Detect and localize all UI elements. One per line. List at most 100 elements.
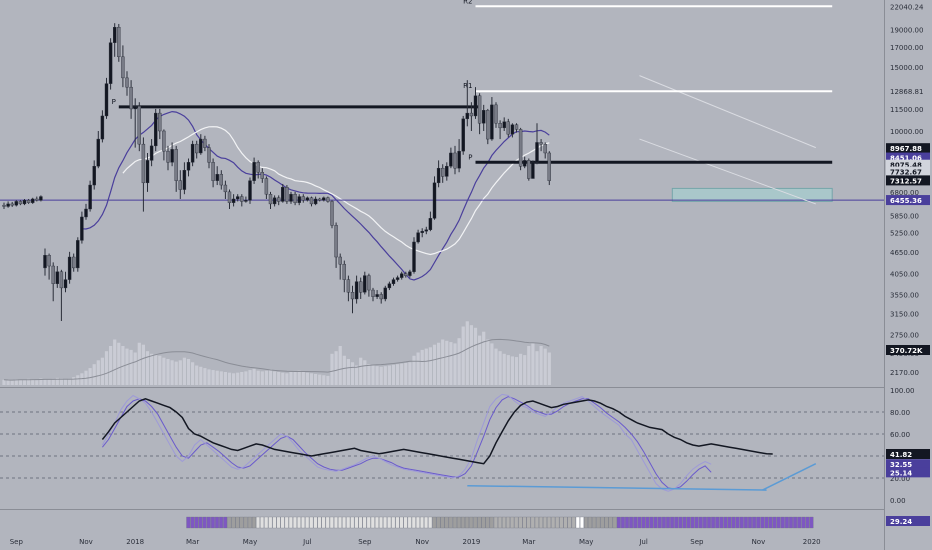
candle-body — [31, 198, 35, 203]
volume-bar — [482, 331, 486, 385]
candle-body — [166, 150, 170, 163]
candle-body — [494, 104, 498, 124]
momentum-histogram-bar — [436, 516, 441, 529]
momentum-histogram-bar — [641, 516, 646, 529]
volume-bar — [490, 343, 494, 385]
moving-average-line — [122, 126, 550, 256]
candle-body — [248, 180, 252, 201]
momentum-histogram-bar — [780, 516, 785, 529]
volume-bar — [514, 357, 519, 385]
momentum-histogram-bar — [231, 516, 236, 529]
momentum-histogram-bar — [338, 516, 342, 529]
candle-body — [43, 255, 47, 269]
volume-bar — [162, 357, 166, 385]
oscillator-badge — [886, 459, 930, 470]
candle-body — [400, 273, 404, 278]
momentum-histogram-bar — [198, 516, 203, 529]
candle-body — [449, 152, 453, 167]
momentum-histogram-bar — [670, 516, 675, 529]
volume-bar — [18, 379, 22, 385]
momentum-histogram-bar — [764, 516, 769, 529]
price-tick-label: 4050.00 — [890, 271, 919, 279]
price-highlight-badge — [886, 175, 930, 186]
volume-bar — [465, 321, 469, 385]
momentum-histogram-bar — [629, 516, 634, 529]
volume-bar — [27, 378, 31, 385]
volume-bar — [273, 371, 277, 385]
momentum-histogram-bar — [428, 516, 433, 529]
price-highlight-label: 7312.57 — [890, 177, 922, 185]
candle-body — [92, 166, 96, 186]
candle-body — [71, 256, 76, 269]
price-tick-label: 15000.00 — [890, 64, 923, 72]
volume-bar — [523, 355, 527, 385]
price-axis[interactable]: 22040.24 19000.00 17000.00 15000.00 12868.81… — [886, 3, 930, 526]
candle-body — [10, 203, 14, 206]
momentum-histogram-bar — [526, 516, 531, 529]
oscillator-layer — [0, 393, 884, 492]
volume-bar — [342, 355, 346, 385]
channel-line — [639, 138, 816, 205]
price-tick-label: 2170.00 — [890, 369, 919, 377]
momentum-histogram-bar — [551, 516, 556, 529]
candle-body — [404, 273, 408, 276]
momentum-histogram-bar — [489, 516, 494, 529]
volume-bar — [457, 338, 461, 385]
volume-bar — [215, 370, 219, 385]
candle-body — [149, 145, 154, 161]
candle-body — [338, 256, 342, 265]
volume-bar — [109, 346, 113, 385]
time-axis[interactable]: Sep Nov 2018 Mar May Jul Sep Nov 2019 Mar May Jul Se… — [10, 538, 821, 546]
momentum-histogram-bar — [321, 516, 326, 529]
candle-body — [416, 232, 420, 243]
momentum-histogram-bar — [805, 516, 810, 529]
momentum-histogram-bar — [276, 516, 281, 529]
momentum-histogram-bar — [600, 516, 605, 529]
candle-body — [117, 27, 121, 58]
candle-body — [244, 199, 248, 202]
volume-bar — [293, 371, 297, 385]
volume-bar — [281, 372, 285, 385]
candle-body — [240, 196, 244, 202]
momentum-histogram-bar — [325, 516, 330, 529]
volume-bar — [178, 360, 182, 385]
momentum-histogram-bar — [210, 516, 215, 529]
grid — [0, 0, 885, 550]
momentum-histogram-bar — [350, 516, 355, 529]
volume-bar — [219, 371, 223, 385]
momentum-histogram-bar — [608, 516, 613, 529]
time-tick-label: Sep — [690, 538, 704, 546]
momentum-histogram-bar — [186, 516, 191, 529]
oscillator-tick-label: 0.00 — [890, 497, 906, 505]
volume-bar — [150, 353, 154, 385]
candle-body — [354, 281, 359, 300]
volume-bar — [182, 357, 186, 385]
momentum-histogram-bar — [415, 516, 420, 529]
candles-layer[interactable] — [2, 23, 551, 322]
momentum-histogram-bar — [645, 516, 650, 529]
momentum-histogram-bar — [387, 516, 392, 529]
volume-bar — [531, 343, 535, 385]
volume-bar — [133, 352, 137, 385]
momentum-histogram-bar — [260, 516, 265, 529]
candle-body — [326, 197, 330, 202]
volume-bar — [432, 344, 437, 385]
volume-bar — [141, 344, 145, 385]
momentum-histogram-bar — [284, 516, 289, 529]
momentum-histogram-bar — [243, 516, 248, 529]
momentum-histogram-bar — [317, 516, 322, 529]
candle-body — [527, 160, 531, 179]
momentum-histogram-bar — [219, 516, 224, 529]
volume-bar — [211, 370, 215, 385]
momentum-histogram-bar — [268, 516, 273, 529]
time-tick-label: Nov — [79, 538, 93, 546]
price-highlight-label: 8967.88 — [890, 145, 922, 153]
stochastic-d-line — [102, 396, 712, 490]
volume-bar — [203, 368, 207, 385]
momentum-histogram-bar — [674, 516, 679, 529]
momentum-histogram-bar — [399, 516, 404, 529]
candle-body — [104, 83, 109, 117]
price-tick-label: 3150.00 — [890, 310, 919, 318]
candle-body — [285, 187, 289, 202]
